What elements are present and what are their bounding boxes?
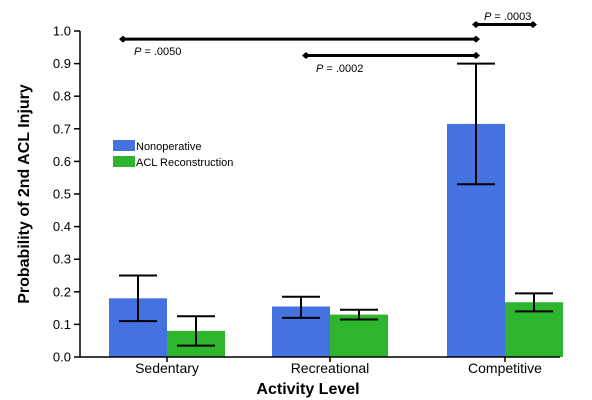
y-tick-label: 1.0	[53, 24, 71, 39]
significance-end-diamond	[472, 35, 480, 43]
significance-end-diamond	[472, 51, 480, 59]
legend: Nonoperative ACL Reconstruction	[113, 140, 233, 169]
significance-brackets: P = .0050 P = .0002 P = .0003	[119, 11, 537, 75]
y-tick-label: 0.4	[53, 219, 71, 234]
legend-label-acl-reconstruction: ACL Reconstruction	[136, 157, 233, 169]
y-tick-label: 0.6	[53, 154, 71, 169]
error-bars	[119, 62, 553, 347]
y-tick-label: 0.9	[53, 56, 71, 71]
legend-swatch-acl-reconstruction	[113, 156, 135, 167]
significance-end-diamond	[119, 35, 127, 43]
y-tick-label: 0.2	[53, 284, 71, 299]
legend-label-nonoperative: Nonoperative	[136, 141, 201, 153]
x-tick-label: Recreational	[291, 360, 370, 376]
x-axis: Sedentary Recreational Competitive	[135, 357, 542, 376]
significance-label: P = .0003	[484, 11, 531, 23]
y-tick-label: 0.8	[53, 89, 71, 104]
x-axis-title: Activity Level	[256, 381, 359, 398]
legend-swatch-nonoperative	[113, 140, 135, 151]
x-tick-label: Sedentary	[135, 360, 199, 376]
y-tick-label: 0.1	[53, 317, 71, 332]
significance-end-diamond	[529, 20, 537, 28]
y-axis-title: Probability of 2nd ACL Injury	[16, 84, 33, 304]
y-tick-label: 0.0	[53, 350, 71, 365]
significance-label: P = .0002	[316, 63, 363, 75]
y-tick-label: 0.5	[53, 187, 71, 202]
bar-acl-reconstruction-recreational	[330, 314, 388, 357]
y-axis: 0.0 0.1 0.2 0.3 0.4 0.5 0.6 0.7 0.8 0.9 1.0	[53, 24, 80, 365]
y-tick-label: 0.7	[53, 121, 71, 136]
x-tick-label: Competitive	[468, 360, 542, 376]
y-tick-label: 0.3	[53, 252, 71, 267]
significance-label: P = .0050	[134, 46, 181, 58]
significance-end-diamond	[472, 20, 480, 28]
significance-end-diamond	[302, 51, 310, 59]
